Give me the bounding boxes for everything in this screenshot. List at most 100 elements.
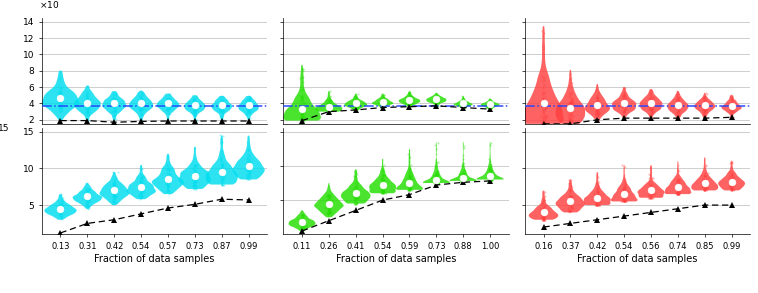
Point: [564, 196, 576, 200]
Point: [108, 192, 120, 197]
Point: [563, 117, 575, 122]
Point: [645, 108, 657, 112]
X-axis label: Fraction of data samples: Fraction of data samples: [94, 254, 215, 264]
Point: [349, 102, 362, 107]
Point: [644, 98, 656, 103]
Point: [431, 95, 443, 99]
Point: [724, 183, 736, 187]
Point: [484, 167, 496, 172]
Point: [52, 202, 64, 207]
Point: [402, 98, 415, 103]
Point: [55, 192, 67, 197]
Point: [537, 121, 549, 125]
Point: [403, 96, 415, 101]
Point: [563, 111, 575, 116]
Point: [163, 102, 175, 106]
Point: [697, 102, 709, 106]
Point: [537, 96, 549, 100]
Point: [135, 100, 147, 105]
Point: [725, 176, 738, 180]
Point: [458, 174, 470, 179]
Point: [672, 97, 684, 102]
Point: [564, 122, 576, 126]
Point: [618, 183, 630, 188]
Point: [672, 102, 684, 106]
Point: [590, 203, 602, 207]
Point: [351, 190, 363, 195]
Point: [322, 101, 334, 106]
Point: [563, 199, 575, 204]
Point: [377, 182, 389, 187]
Point: [620, 107, 632, 112]
Point: [726, 105, 738, 110]
Point: [190, 111, 202, 116]
Point: [672, 110, 684, 115]
Point: [430, 98, 442, 103]
Point: [457, 173, 469, 177]
Point: [295, 222, 307, 227]
Point: [404, 178, 416, 182]
Point: [54, 103, 66, 108]
Point: [726, 184, 738, 189]
Point: [724, 101, 736, 106]
Point: [296, 95, 308, 99]
Point: [591, 203, 603, 207]
Point: [190, 108, 202, 113]
Point: [107, 102, 119, 107]
Point: [374, 100, 387, 104]
Point: [620, 192, 632, 197]
Point: [349, 102, 362, 106]
Point: [589, 203, 601, 207]
Point: [432, 100, 444, 105]
Point: [189, 163, 201, 168]
Point: [110, 91, 122, 96]
Point: [671, 99, 683, 104]
Point: [296, 219, 309, 224]
Point: [215, 101, 227, 106]
Point: [190, 99, 202, 104]
Point: [700, 180, 713, 184]
Point: [108, 105, 120, 109]
Point: [377, 104, 389, 108]
Point: [218, 176, 230, 180]
Point: [80, 99, 92, 103]
Point: [243, 157, 255, 162]
Point: [430, 147, 442, 151]
Point: [591, 188, 603, 193]
Point: [106, 180, 118, 185]
Point: [55, 79, 67, 84]
Point: [324, 101, 336, 105]
Point: [350, 196, 362, 201]
Point: [431, 97, 443, 102]
Point: [54, 194, 66, 198]
Point: [133, 181, 146, 185]
Point: [428, 173, 440, 177]
Point: [136, 184, 148, 188]
Point: [403, 183, 415, 188]
Point: [135, 166, 147, 171]
Point: [459, 100, 471, 105]
Point: [324, 193, 336, 198]
Point: [536, 122, 548, 126]
Point: [241, 98, 253, 103]
Point: [403, 170, 415, 175]
Point: [698, 188, 710, 193]
Point: [81, 98, 93, 102]
Point: [459, 104, 471, 109]
Point: [432, 180, 444, 185]
Point: [727, 187, 739, 191]
Point: [296, 115, 309, 119]
Point: [701, 180, 713, 184]
Point: [242, 168, 254, 173]
Point: [135, 102, 147, 106]
Point: [241, 164, 253, 169]
Point: [669, 178, 681, 182]
Point: [404, 183, 416, 188]
Point: [700, 179, 712, 183]
Point: [535, 215, 547, 219]
Point: [618, 89, 630, 94]
Point: [243, 154, 255, 159]
Point: [698, 96, 710, 101]
Point: [726, 105, 738, 110]
Point: [590, 202, 602, 207]
